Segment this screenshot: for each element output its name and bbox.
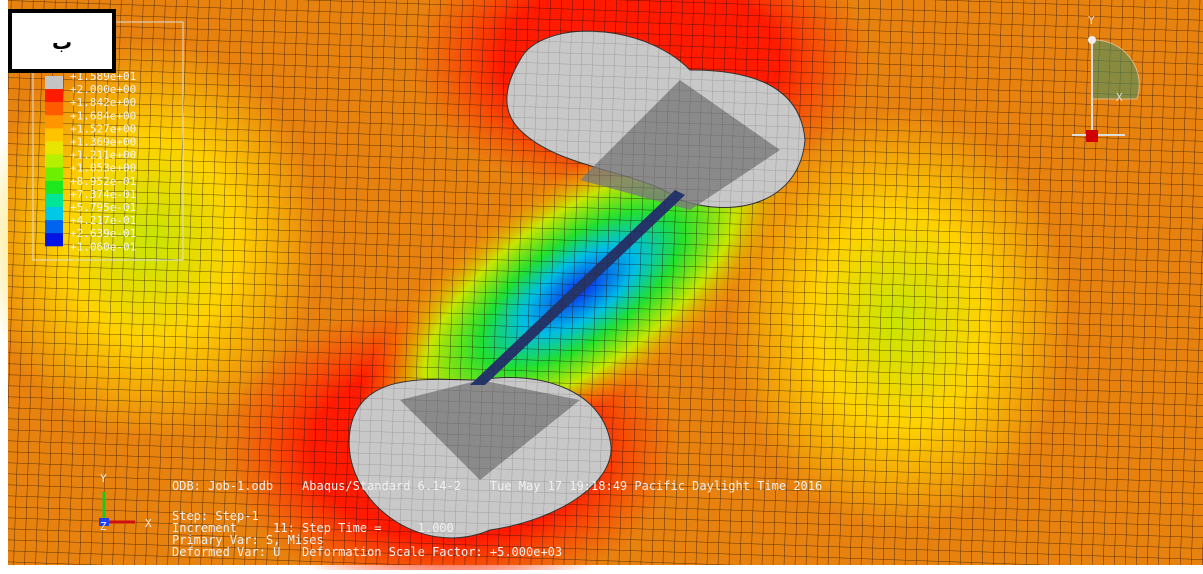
triad-bottom: Y X Z [99,472,152,533]
info-line: Step: Step-1 [172,509,259,523]
legend-swatch [45,167,63,181]
legend: +1.589e+01+2.000e+00+1.842e+00+1.684e+00… [45,70,136,253]
legend-value: +1.684e+00 [70,109,136,122]
legend-value: +8.952e-01 [70,175,136,188]
legend-swatch [45,193,63,207]
axis-label: Y [100,472,107,485]
legend-value: +1.211e+00 [70,149,136,162]
legend-value: +2.000e+00 [70,83,136,96]
info-line: Increment 11: Step Time = 1.000 [172,521,454,535]
legend-value: +7.374e-01 [70,188,136,201]
legend-value: +1.060e-01 [70,240,136,253]
legend-value: +5.795e-01 [70,201,136,214]
legend-swatch [45,128,63,142]
axis-label: Y [1088,14,1095,27]
legend-swatch [45,154,63,168]
info-block: ODB: Job-1.odb Abaqus/Standard 6.14-2 Tu… [172,479,822,559]
legend-value: +2.639e-01 [70,227,136,240]
legend-value: +1.527e+00 [70,122,136,135]
legend-swatch [45,141,63,155]
legend-swatch [45,220,63,234]
axis-label: Z [100,520,107,533]
figure-label: ب [52,30,72,54]
legend-value: +1.053e+00 [70,162,136,175]
axis-label: X [1116,91,1123,104]
legend-value: +1.589e+01 [70,70,136,83]
legend-value: +4.217e-01 [70,214,136,227]
label-box [8,9,116,73]
legend-swatch [45,89,63,103]
axis-label: X [145,517,152,530]
legend-value: +1.369e+00 [70,136,136,149]
legend-swatch [45,233,63,247]
info-line: ODB: Job-1.odb Abaqus/Standard 6.14-2 Tu… [172,479,822,493]
legend-swatch [45,207,63,221]
legend-value: +1.842e+00 [70,96,136,109]
info-line: Deformed Var: U Deformation Scale Factor… [172,545,562,559]
info-line: Primary Var: S, Mises [172,533,324,547]
triad-top: Y X [1072,14,1140,142]
legend-swatch [45,180,63,194]
legend-swatch [45,102,63,116]
legend-swatch [45,115,63,129]
legend-swatch [45,76,63,90]
